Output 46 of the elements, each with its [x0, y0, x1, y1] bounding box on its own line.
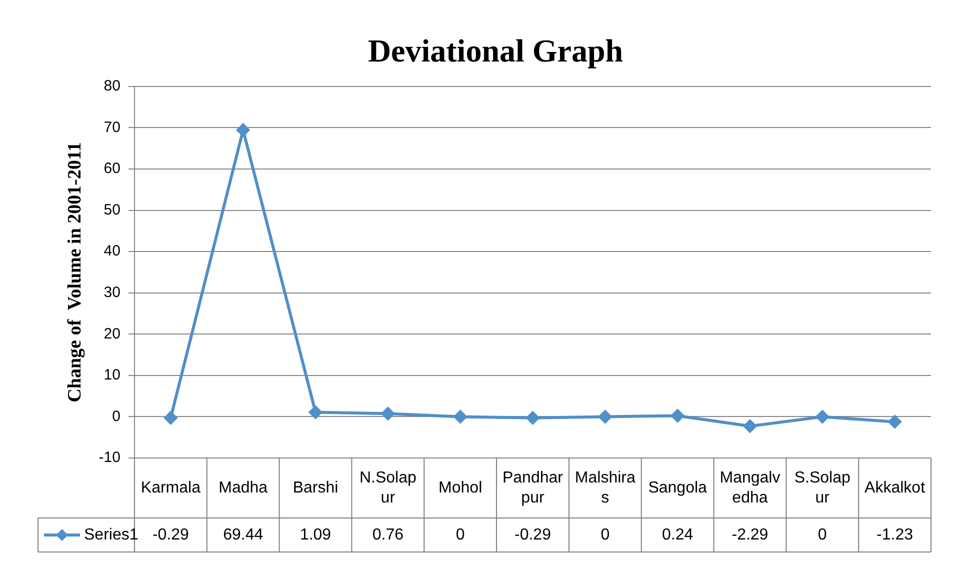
x-tick-label: Barshi [292, 479, 338, 496]
data-label: -0.29 [514, 526, 552, 544]
y-axis-title: Change of Volume in 2001-2011 [64, 142, 86, 402]
y-tick-label: 20 [104, 325, 120, 342]
x-tick-label: Mohol [438, 479, 482, 496]
point [888, 415, 902, 428]
point [236, 124, 250, 136]
y-tick-label: 80 [104, 78, 120, 95]
x-tick-label: S.Solapur [794, 469, 850, 506]
x-tick-label: Pandharpur [502, 469, 564, 506]
y-tick-label: 10 [104, 366, 120, 384]
point [454, 410, 467, 424]
point [526, 411, 540, 424]
data-label: 1.09 [300, 526, 332, 544]
x-tick-label: Mangalvedha [720, 469, 780, 506]
point [743, 420, 756, 433]
point [164, 411, 178, 424]
data-label: 0 [600, 526, 610, 544]
y-tick-label: 60 [104, 160, 120, 178]
point [671, 409, 684, 422]
data-label: -2.29 [732, 526, 768, 544]
y-tick-label: 70 [104, 118, 120, 136]
y-tick-label: 50 [104, 201, 120, 218]
legend-label: Series1 [84, 526, 138, 544]
y-tick-label: 30 [104, 284, 120, 301]
y-tick-label: -10 [98, 449, 120, 466]
chart-title: Deviational Graph [368, 32, 624, 68]
x-tick-label: Sangola [648, 479, 708, 496]
x-tick-label: Madha [218, 479, 268, 496]
x-tick-label: Karmala [140, 479, 201, 496]
y-tick-label: 0 [112, 408, 120, 425]
x-tick-label: Malshiras [574, 469, 636, 506]
data-label: -1.23 [876, 526, 914, 544]
data-label: 0.76 [372, 526, 404, 544]
point [816, 410, 829, 424]
point [598, 410, 612, 424]
data-label: 0 [456, 526, 465, 544]
data-label: 0.24 [662, 526, 694, 544]
point [309, 406, 322, 419]
data-label: 69.44 [223, 526, 264, 544]
data-label: -0.29 [152, 526, 190, 544]
x-tick-label: Akkalkot [864, 479, 926, 496]
data-label: 0 [818, 526, 827, 544]
point [381, 407, 394, 420]
y-tick-label: 40 [104, 242, 120, 260]
x-tick-label: N.Solapur [359, 469, 416, 506]
